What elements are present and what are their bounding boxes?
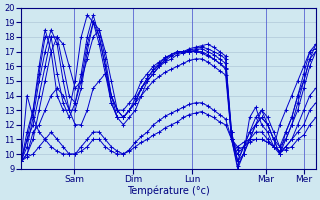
X-axis label: Température (°c): Température (°c) bbox=[127, 185, 210, 196]
